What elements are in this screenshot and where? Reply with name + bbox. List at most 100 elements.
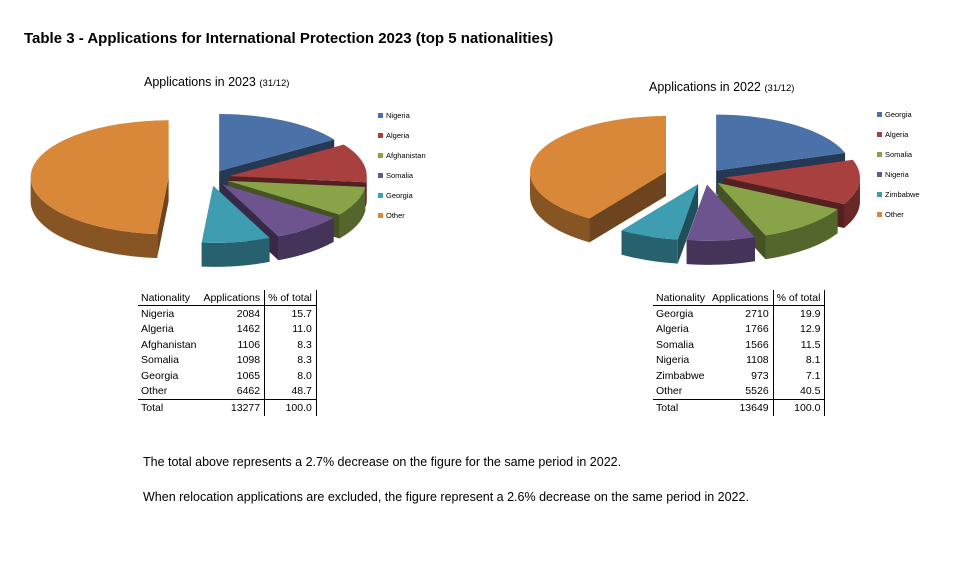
table-cell: Algeria bbox=[656, 323, 689, 336]
note-relocation: When relocation applications are exclude… bbox=[143, 490, 749, 504]
pie-slice-wall-other bbox=[157, 177, 169, 259]
table-row: Algeria 1766 12.9 bbox=[653, 321, 826, 337]
table-cell: Total bbox=[138, 399, 201, 416]
legend-label: Nigeria bbox=[386, 111, 410, 120]
table-cell: Nigeria bbox=[141, 307, 175, 320]
table-row: Nigeria 2084 15.7 bbox=[138, 305, 317, 322]
chart-2023-title: Applications in 2023 (31/12) bbox=[144, 75, 289, 89]
table-cell: 1098 bbox=[200, 352, 266, 368]
legend-label: Somalia bbox=[885, 150, 913, 159]
table-cell: Algeria bbox=[141, 323, 174, 336]
table-header-row: Nationality Applications% of total bbox=[653, 290, 826, 306]
table-cell: Somalia bbox=[141, 354, 179, 367]
pie-slice-algeria bbox=[228, 144, 367, 183]
legend-swatch bbox=[378, 213, 383, 218]
table-row: Other 6462 48.7 bbox=[138, 383, 317, 400]
legend-item-nigeria: Nigeria bbox=[378, 111, 426, 131]
pie-slice-somalia bbox=[717, 182, 838, 236]
legend-swatch bbox=[378, 173, 383, 178]
legend-item-afghanistan: Afghanistan bbox=[378, 151, 426, 171]
table-cell: Other bbox=[141, 385, 168, 398]
column-header: Applications bbox=[200, 290, 266, 306]
table-row: Afghanistan 1106 8.3 bbox=[138, 337, 317, 353]
table-cell: 5526 bbox=[709, 383, 774, 400]
pie-slice-somalia bbox=[222, 184, 334, 237]
table-cell: 7.1 bbox=[773, 368, 826, 384]
column-header: Applications bbox=[709, 290, 774, 306]
table-cell: 11.0 bbox=[264, 321, 317, 337]
legend-label: Afghanistan bbox=[386, 151, 426, 160]
legend-swatch bbox=[877, 192, 882, 197]
table-cell: 1766 bbox=[709, 321, 774, 337]
table-row: Other 5526 40.5 bbox=[653, 383, 826, 400]
pie-slice-nigeria bbox=[686, 184, 755, 241]
table-cell: Georgia bbox=[141, 369, 179, 382]
table-cell: Afghanistan bbox=[141, 338, 197, 351]
table-cell: 15.7 bbox=[264, 305, 317, 322]
legend-label: Other bbox=[386, 211, 405, 220]
table-cell: Other bbox=[656, 385, 683, 398]
table-cell: 973 bbox=[709, 368, 774, 384]
table-row: Georgia 1065 8.0 bbox=[138, 368, 317, 384]
table-header-row: Nationality Applications% of total bbox=[138, 290, 317, 306]
chart-2023-legend: Nigeria Algeria Afghanistan Somalia Georgia O… bbox=[378, 111, 426, 231]
table-cell: 8.3 bbox=[264, 337, 317, 353]
pie-slice-zimbabwe bbox=[621, 184, 699, 240]
note-decrease: The total above represents a 2.7% decrea… bbox=[143, 455, 622, 469]
legend-label: Other bbox=[885, 210, 904, 219]
legend-item-algeria: Algeria bbox=[378, 131, 426, 151]
table-cell: 6462 bbox=[200, 383, 266, 400]
table-cell: 2084 bbox=[200, 305, 266, 322]
legend-swatch bbox=[378, 153, 383, 158]
legend-item-somalia: Somalia bbox=[877, 150, 920, 170]
table-row: Somalia 1098 8.3 bbox=[138, 352, 317, 368]
table-cell: Somalia bbox=[656, 338, 694, 351]
page-heading: Table 3 - Applications for International… bbox=[24, 30, 554, 47]
legend-item-nigeria: Nigeria bbox=[877, 170, 920, 190]
table-cell: 1108 bbox=[709, 352, 774, 368]
legend-item-other: Other bbox=[877, 210, 920, 230]
table-row: Algeria 1462 11.0 bbox=[138, 321, 317, 337]
pie-slice-afghanistan bbox=[228, 180, 366, 215]
table-cell: 40.5 bbox=[773, 383, 826, 400]
table-cell: 13649 bbox=[709, 399, 774, 416]
table-row: Zimbabwe 973 7.1 bbox=[653, 368, 826, 384]
legend-item-algeria: Algeria bbox=[877, 130, 920, 150]
table-cell: 12.9 bbox=[773, 321, 826, 337]
pie-slice-side-afghanistan bbox=[339, 186, 366, 239]
table-cell: 13277 bbox=[200, 399, 266, 416]
legend-label: Somalia bbox=[386, 171, 414, 180]
pie-slice-other bbox=[530, 116, 667, 219]
table-row: Nigeria 1108 8.1 bbox=[653, 352, 826, 368]
legend-item-zimbabwe: Zimbabwe bbox=[877, 190, 920, 210]
chart-2023-subtitle: (31/12) bbox=[259, 78, 290, 89]
legend-swatch bbox=[877, 112, 882, 117]
legend-swatch bbox=[877, 152, 882, 157]
table-row: Somalia 1566 11.5 bbox=[653, 337, 826, 353]
pie-slice-algeria bbox=[723, 159, 860, 204]
legend-swatch bbox=[877, 132, 882, 137]
chart-2022-title: Applications in 2022 (31/12) bbox=[649, 80, 794, 94]
table-cell: 19.9 bbox=[773, 305, 826, 322]
legend-swatch bbox=[378, 133, 383, 138]
table-cell: 8.3 bbox=[264, 352, 317, 368]
legend-label: Algeria bbox=[386, 131, 410, 140]
chart-2022-title-text: Applications in 2022 bbox=[649, 80, 761, 94]
chart-2023-title-text: Applications in 2023 bbox=[144, 75, 256, 89]
table-cell: 8.1 bbox=[773, 352, 826, 368]
pie-slice-wall-other bbox=[589, 172, 667, 243]
table-cell: 2710 bbox=[709, 305, 774, 322]
legend-item-georgia: Georgia bbox=[877, 110, 920, 130]
table-row: Georgia 2710 19.9 bbox=[653, 305, 826, 322]
legend-label: Algeria bbox=[885, 130, 909, 139]
legend-item-other: Other bbox=[378, 211, 426, 231]
table-cell: Nigeria bbox=[656, 354, 690, 367]
pie-slice-side-other bbox=[530, 172, 590, 243]
legend-label: Georgia bbox=[386, 191, 413, 200]
pie-slice-side-georgia bbox=[201, 237, 270, 267]
table-cell: Zimbabwe bbox=[656, 369, 705, 382]
table-cell: 1566 bbox=[709, 337, 774, 353]
pie-slice-side-zimbabwe bbox=[621, 230, 678, 264]
